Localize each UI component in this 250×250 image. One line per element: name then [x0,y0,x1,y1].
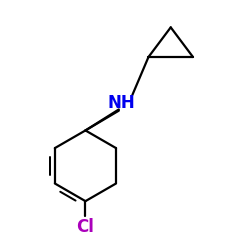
Text: Cl: Cl [76,218,94,236]
Text: NH: NH [108,94,135,112]
